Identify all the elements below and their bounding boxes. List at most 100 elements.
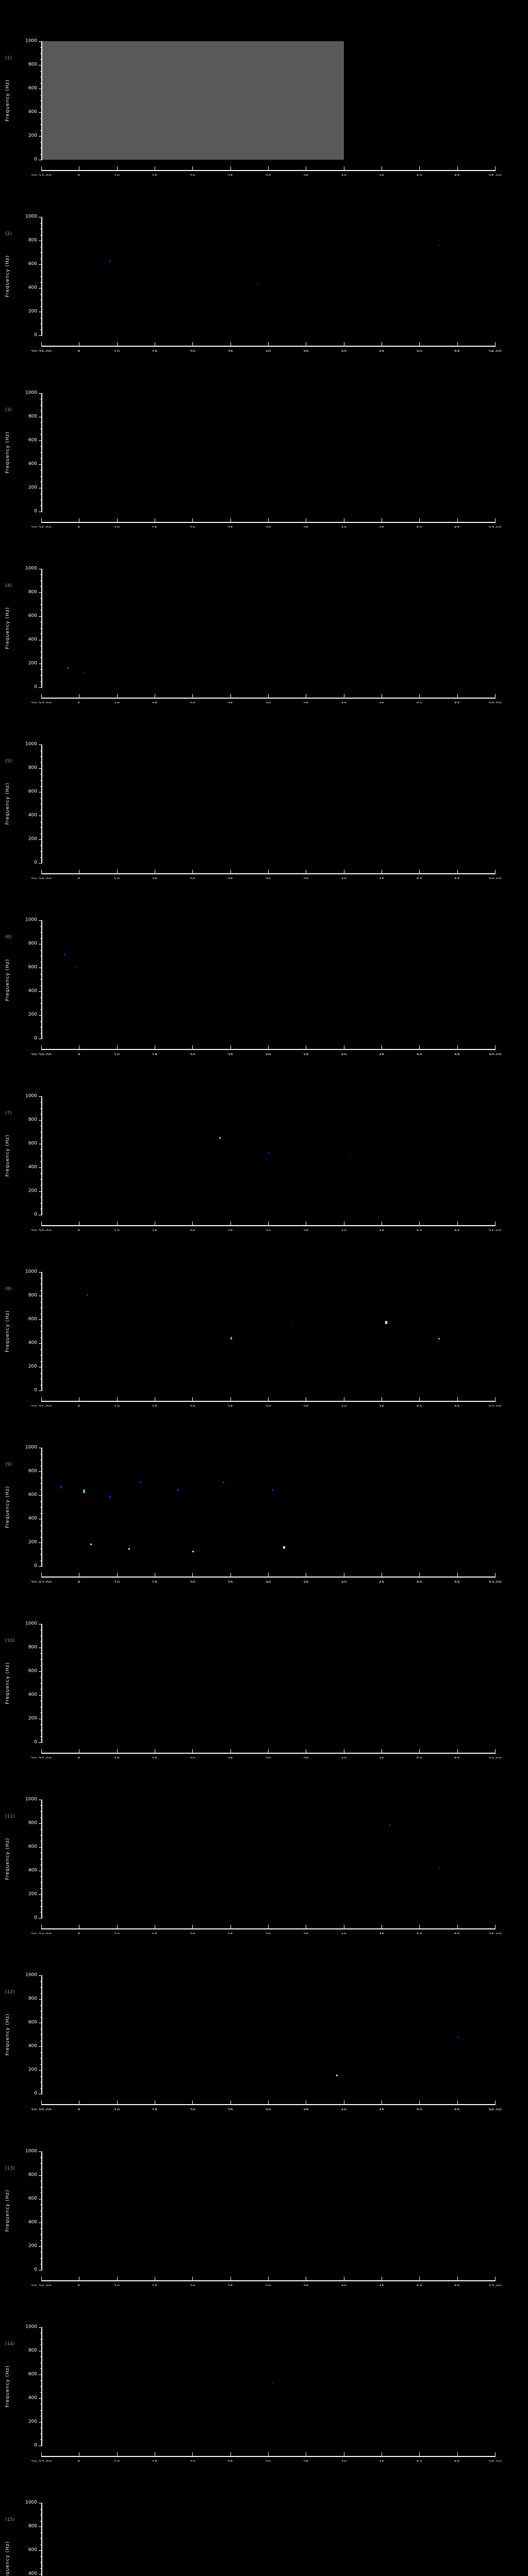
y-axis-tick-label: 0 bbox=[34, 1036, 37, 1041]
y-axis-tick-label: 200 bbox=[28, 309, 37, 314]
y-axis-tick-label: 800 bbox=[28, 238, 37, 243]
spectral-feature bbox=[68, 667, 69, 670]
y-axis-caption-label: Frequency (Hz) bbox=[5, 2189, 10, 2232]
y-axis-tick-label: 800 bbox=[28, 589, 37, 595]
y-axis-minor-tick bbox=[40, 2157, 42, 2158]
y-axis-major-tick bbox=[39, 1096, 42, 1097]
spectrogram-panel: (8) Frequency (Hz) 0 200 400 600 800 1000 20:31:… bbox=[0, 1231, 528, 1426]
y-axis-minor-tick bbox=[40, 282, 42, 283]
y-axis-major-tick bbox=[39, 1471, 42, 1472]
x-axis-tick bbox=[268, 693, 269, 699]
x-axis: 20:32:0023May201751015202530354045505533… bbox=[31, 1573, 502, 1602]
y-axis-caption: Frequency (Hz) bbox=[4, 920, 11, 1039]
spectral-feature bbox=[230, 1337, 232, 1340]
spectrogram-canvas bbox=[41, 920, 495, 1039]
y-axis-tick-label: 400 bbox=[28, 988, 37, 994]
plot-area bbox=[41, 1096, 495, 1215]
y-axis-minor-tick bbox=[40, 2216, 42, 2217]
y-axis-major-tick bbox=[39, 1319, 42, 1320]
y-axis-minor-tick bbox=[40, 2562, 42, 2563]
y-axis-tick-label: 600 bbox=[28, 1668, 37, 1674]
y-axis-tick-label: 0 bbox=[34, 2091, 37, 2096]
spectrogram-canvas bbox=[41, 744, 495, 863]
x-axis-tick bbox=[419, 1221, 420, 1226]
y-axis-major-tick bbox=[39, 687, 42, 688]
y-axis-minor-tick bbox=[40, 53, 42, 54]
y-axis-tick-label: 800 bbox=[28, 2348, 37, 2353]
y-axis-minor-tick bbox=[40, 446, 42, 447]
y-axis-minor-tick bbox=[40, 1805, 42, 1806]
x-axis-tick bbox=[117, 1221, 118, 1226]
y-axis-major-tick bbox=[39, 335, 42, 336]
y-axis-minor-tick bbox=[40, 2568, 42, 2569]
x-axis-tick bbox=[192, 2276, 193, 2281]
panel-number: (9) bbox=[5, 1462, 12, 1468]
x-axis: 20:28:0023May201751015202530354045505529… bbox=[31, 870, 502, 899]
y-axis-tick-label: 1000 bbox=[25, 1621, 37, 1626]
spectral-feature bbox=[223, 1482, 224, 1484]
y-axis-minor-tick bbox=[40, 1811, 42, 1812]
y-axis-tick-label: 400 bbox=[28, 109, 37, 115]
y-axis-major-tick bbox=[39, 1894, 42, 1895]
y-axis-caption: Frequency (Hz) bbox=[4, 569, 11, 687]
x-axis: 20:31:0023May201751015202530354045505532… bbox=[31, 1397, 502, 1426]
y-axis-minor-tick bbox=[40, 223, 42, 224]
y-axis-caption: Frequency (Hz) bbox=[4, 1800, 11, 1918]
x-axis-tick bbox=[192, 1749, 193, 1754]
y-axis-tick-label: 1000 bbox=[25, 390, 37, 396]
y-axis-tick-label: 400 bbox=[28, 2571, 37, 2576]
y-axis-minor-tick bbox=[40, 1021, 42, 1022]
x-axis-tick bbox=[230, 1749, 231, 1754]
y-axis-minor-tick bbox=[40, 827, 42, 828]
panel-number: (5) bbox=[5, 759, 12, 765]
y-axis-caption-label: Frequency (Hz) bbox=[5, 431, 10, 473]
spectral-feature bbox=[257, 283, 258, 285]
x-axis-tick bbox=[41, 693, 42, 699]
panel-number: (13) bbox=[5, 2165, 15, 2171]
y-axis-tick-label: 1000 bbox=[25, 741, 37, 747]
x-axis-tick bbox=[192, 1924, 193, 1929]
x-axis-tick bbox=[230, 693, 231, 699]
y-axis-tick-label: 200 bbox=[28, 1364, 37, 1369]
y-axis-minor-tick bbox=[40, 270, 42, 271]
x-axis-tick bbox=[495, 1045, 496, 1050]
x-axis-tick bbox=[192, 870, 193, 875]
y-axis-minor-tick bbox=[40, 979, 42, 980]
y-axis-minor-tick bbox=[40, 938, 42, 939]
y-axis-tick-label: 800 bbox=[28, 2523, 37, 2529]
y-axis-minor-tick bbox=[40, 845, 42, 846]
y-axis-major-tick bbox=[39, 41, 42, 42]
panel-number: (11) bbox=[5, 1814, 15, 1819]
y-axis-minor-tick bbox=[40, 2187, 42, 2188]
spectral-feature bbox=[336, 2075, 338, 2076]
y-axis-caption-label: Frequency (Hz) bbox=[5, 1662, 10, 1704]
spectrogram-canvas bbox=[41, 1448, 495, 1567]
y-axis-minor-tick bbox=[40, 142, 42, 143]
y-axis-major-tick bbox=[39, 2246, 42, 2247]
x-axis-tick bbox=[419, 1397, 420, 1402]
y-axis-tick-label: 200 bbox=[28, 1891, 37, 1897]
y-axis-major-tick bbox=[39, 920, 42, 921]
plot-area bbox=[41, 744, 495, 863]
y-axis-minor-tick bbox=[40, 154, 42, 155]
x-axis-tick bbox=[457, 1573, 458, 1578]
x-axis-tick bbox=[457, 1749, 458, 1754]
x-axis-tick bbox=[495, 2276, 496, 2281]
x-axis-tick bbox=[41, 2276, 42, 2281]
y-axis-minor-tick bbox=[40, 851, 42, 852]
y-axis-minor-tick bbox=[40, 997, 42, 998]
y-axis-minor-tick bbox=[40, 476, 42, 477]
plot-area bbox=[41, 1623, 495, 1742]
spectrogram-panel: (1) Frequency (Hz) 0 200 400 600 800 1000 20:24:… bbox=[0, 0, 528, 195]
y-axis-major-tick bbox=[39, 288, 42, 289]
y-axis-minor-tick bbox=[40, 950, 42, 951]
y-axis-tick-label: 1000 bbox=[25, 1093, 37, 1099]
y-axis-caption: Frequency (Hz) bbox=[4, 2327, 11, 2446]
y-axis-minor-tick bbox=[40, 586, 42, 587]
x-axis-tick bbox=[192, 166, 193, 171]
y-axis-minor-tick bbox=[40, 1003, 42, 1004]
spectral-feature bbox=[219, 1137, 221, 1139]
